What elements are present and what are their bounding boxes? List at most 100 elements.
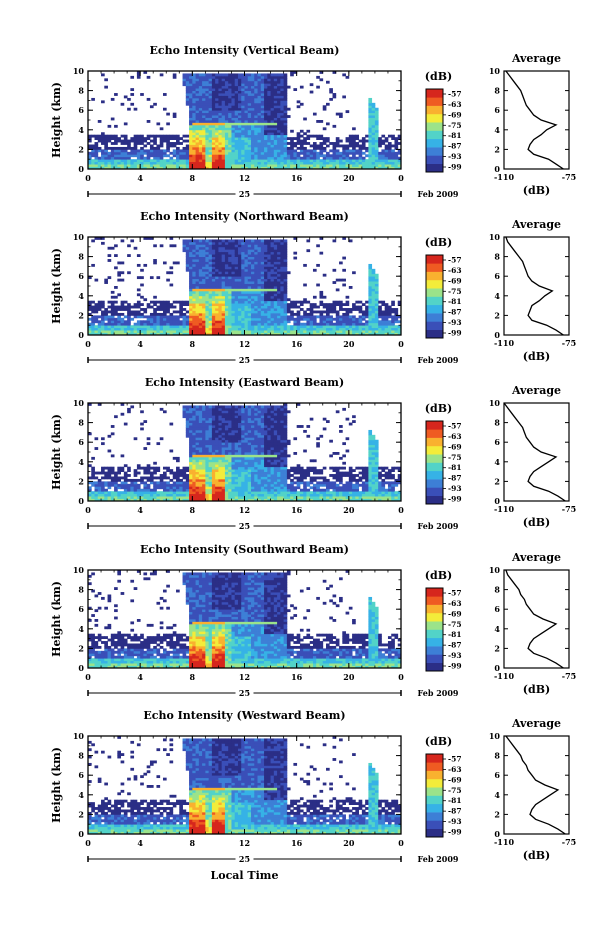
heatmap-cell (208, 266, 213, 270)
heatmap-cell (387, 322, 392, 326)
heatmap-cell (241, 320, 245, 324)
heatmap-cell (215, 308, 219, 311)
heatmap-cell (345, 300, 350, 304)
heatmap-cell (251, 310, 255, 314)
heatmap-cell (189, 474, 193, 477)
heatmap-cell (335, 151, 340, 155)
heatmap-cell (273, 332, 278, 336)
heatmap-cell (319, 303, 324, 306)
heatmap-cell (208, 129, 213, 133)
heatmap-cell (107, 137, 112, 140)
heatmap-cell (254, 312, 258, 316)
heatmap-cell (378, 322, 382, 326)
heatmap-cell (371, 290, 376, 294)
heatmap-cell (130, 493, 135, 497)
heatmap-cell (221, 244, 226, 248)
heatmap-cell (185, 415, 190, 419)
heatmap-cell (146, 325, 151, 329)
heatmap-cell (169, 488, 174, 492)
heatmap-cell (198, 127, 203, 131)
heatmap-cell (254, 320, 258, 324)
heatmap-cell (270, 78, 275, 82)
heatmap-cell (387, 154, 392, 158)
heatmap-cell (335, 156, 340, 160)
heatmap-cell (221, 276, 226, 280)
heatmap-cell (205, 317, 210, 321)
heatmap-cell (202, 149, 206, 153)
heatmap-cell (280, 268, 285, 272)
heatmap-cell (192, 471, 196, 475)
heatmap-cell (290, 71, 294, 74)
heatmap-cell (156, 149, 161, 153)
heatmap-cell (244, 159, 249, 163)
heatmap-cell (110, 154, 115, 158)
heatmap-cell (88, 308, 92, 311)
heatmap-cell (146, 75, 151, 79)
heatmap-cell (221, 132, 226, 136)
heatmap-cell (127, 327, 131, 331)
heatmap-cell (143, 151, 148, 155)
heatmap-cell (202, 261, 206, 265)
heatmap-cell (348, 310, 353, 314)
heatmap-cell (192, 80, 196, 84)
heatmap-cell (228, 244, 232, 248)
heatmap-cell (309, 161, 314, 165)
heatmap-cell (221, 300, 226, 304)
heatmap-cell (280, 273, 285, 277)
heatmap-cell (374, 293, 379, 297)
heatmap-cell (254, 239, 258, 243)
colorbar-unit: (dB) (425, 70, 452, 83)
heatmap-cell (182, 317, 187, 321)
heatmap-cell (316, 327, 320, 331)
heatmap-cell (267, 241, 271, 245)
heatmap-cell (228, 139, 232, 143)
heatmap-cell (189, 315, 193, 319)
heatmap-cell (381, 149, 386, 153)
heatmap-cell (224, 330, 229, 333)
heatmap-cell (218, 154, 223, 158)
heatmap-cell (192, 244, 196, 248)
heatmap-cell (169, 317, 174, 321)
heatmap-cell (296, 322, 301, 326)
heatmap-cell (247, 244, 252, 248)
heatmap-cell (374, 112, 379, 116)
heatmap-cell (202, 327, 206, 331)
heatmap-cell (156, 166, 161, 170)
heatmap-cell (94, 237, 99, 240)
heatmap-cell (332, 124, 337, 128)
heatmap-cell (257, 310, 262, 314)
heatmap-cell (224, 110, 229, 114)
heatmap-cell (342, 317, 346, 321)
heatmap-cell (143, 491, 148, 495)
heatmap-cell (237, 322, 242, 326)
heatmap-cell (208, 268, 213, 272)
heatmap-cell (189, 493, 193, 497)
heatmap-cell (198, 97, 203, 101)
heatmap-cell (264, 293, 268, 297)
heatmap-cell (114, 488, 118, 492)
heatmap-cell (247, 90, 252, 94)
heatmap-cell (348, 317, 353, 321)
heatmap-cell (270, 100, 275, 104)
heatmap-cell (371, 164, 376, 167)
heatmap-cell (176, 315, 180, 319)
heatmap-cell (146, 237, 151, 240)
heatmap-cell (185, 268, 190, 272)
heatmap-cell (277, 261, 281, 265)
heatmap-cell (273, 83, 278, 87)
heatmap-cell (260, 151, 265, 155)
heatmap-cell (270, 298, 275, 302)
heatmap-cell (185, 332, 190, 336)
heatmap-cell (374, 132, 379, 136)
heatmap-cell (303, 300, 307, 304)
heatmap-cell (159, 312, 164, 316)
heatmap-cell (140, 134, 144, 138)
heatmap-cell (371, 107, 376, 111)
heatmap-cell (358, 315, 363, 319)
heatmap-cell (189, 129, 193, 133)
heatmap-cell (241, 90, 245, 94)
heatmap-cell (264, 261, 268, 265)
heatmap-cell (237, 102, 242, 106)
heatmap-cell (182, 320, 187, 324)
heatmap-cell (247, 78, 252, 82)
